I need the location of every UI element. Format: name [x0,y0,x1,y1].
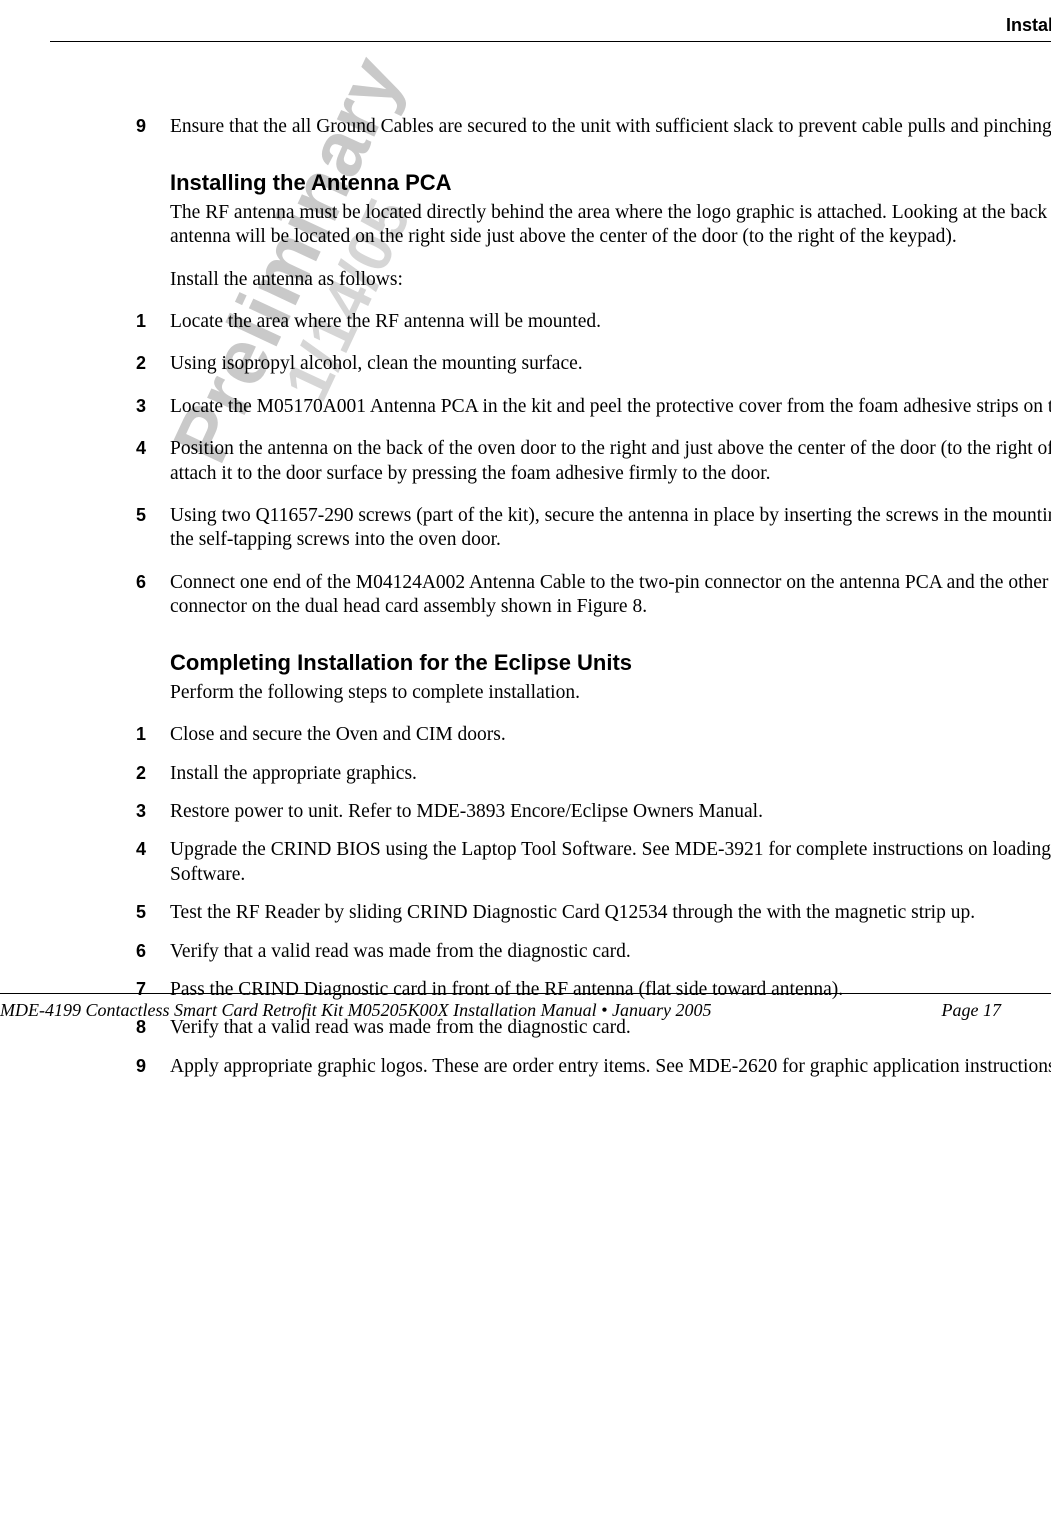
step-text: Install the appropriate graphics. [170,762,1051,786]
step-text: Connect one end of the M04124A002 Antenn… [170,571,1051,620]
header-rule [50,41,1051,42]
step-number: 9 [136,115,146,138]
step-text: Close and secure the Oven and CIM doors. [170,723,1051,747]
step-number: 1 [136,723,146,746]
step-number: 6 [136,940,146,963]
footer-row: MDE-4199 Contactless Smart Card Retrofit… [0,1000,1051,1021]
step-text: Ensure that the all Ground Cables are se… [170,115,1051,139]
page-content: 9 Ensure that the all Ground Cables are … [170,115,1051,1079]
step-number: 5 [136,504,146,527]
step-number: 1 [136,310,146,333]
section-a-intro2: Install the antenna as follows: [170,268,1051,292]
section-b-steps: 1 Close and secure the Oven and CIM door… [170,723,1051,1079]
list-item: 6 Verify that a valid read was made from… [170,940,1051,964]
list-item: 5 Using two Q11657-290 screws (part of t… [170,504,1051,553]
list-item: 2 Using isopropyl alcohol, clean the mou… [170,352,1051,376]
list-item: 5 Test the RF Reader by sliding CRIND Di… [170,901,1051,925]
step-text: Using isopropyl alcohol, clean the mount… [170,352,1051,376]
step-text: Position the antenna on the back of the … [170,437,1051,486]
header-section-title: Installation [50,15,1051,36]
step-number: 4 [136,838,146,861]
list-item: 1 Close and secure the Oven and CIM door… [170,723,1051,747]
section-a-heading: Installing the Antenna PCA [170,169,1051,197]
step-number: 9 [136,1055,146,1078]
footer-rule [0,993,1051,994]
page-header: Installation [50,15,1051,42]
step-text: Test the RF Reader by sliding CRIND Diag… [170,901,1051,925]
section-a-intro1: The RF antenna must be located directly … [170,201,1051,250]
list-item: 1 Locate the area where the RF antenna w… [170,310,1051,334]
step-number: 3 [136,395,146,418]
section-b-heading: Completing Installation for the Eclipse … [170,649,1051,677]
step-number: 5 [136,901,146,924]
page-footer: MDE-4199 Contactless Smart Card Retrofit… [0,993,1051,1021]
footer-page-number: Page 17 [942,1000,1001,1021]
footer-left-text: MDE-4199 Contactless Smart Card Retrofit… [0,1000,711,1021]
list-item: 3 Restore power to unit. Refer to MDE-38… [170,800,1051,824]
step-number: 6 [136,571,146,594]
step-text: Apply appropriate graphic logos. These a… [170,1055,1051,1079]
page: Preliminary 1/14/05 Installation 9 Ensur… [0,0,1051,1526]
step-number: 2 [136,352,146,375]
step-text: Restore power to unit. Refer to MDE-3893… [170,800,1051,824]
lead-step: 9 Ensure that the all Ground Cables are … [170,115,1051,139]
step-text: Verify that a valid read was made from t… [170,940,1051,964]
step-number: 4 [136,437,146,460]
step-number: 2 [136,762,146,785]
list-item: 4 Position the antenna on the back of th… [170,437,1051,486]
step-text: Upgrade the CRIND BIOS using the Laptop … [170,838,1051,887]
list-item: 9 Apply appropriate graphic logos. These… [170,1055,1051,1079]
step-number: 3 [136,800,146,823]
step-text: Locate the area where the RF antenna wil… [170,310,1051,334]
section-a-steps: 1 Locate the area where the RF antenna w… [170,310,1051,619]
list-item: 3 Locate the M05170A001 Antenna PCA in t… [170,395,1051,419]
list-item: 4 Upgrade the CRIND BIOS using the Lapto… [170,838,1051,887]
step-text: Locate the M05170A001 Antenna PCA in the… [170,395,1051,419]
step-text: Using two Q11657-290 screws (part of the… [170,504,1051,553]
list-item: 2 Install the appropriate graphics. [170,762,1051,786]
section-b-intro: Perform the following steps to complete … [170,681,1051,705]
list-item: 6 Connect one end of the M04124A002 Ante… [170,571,1051,620]
